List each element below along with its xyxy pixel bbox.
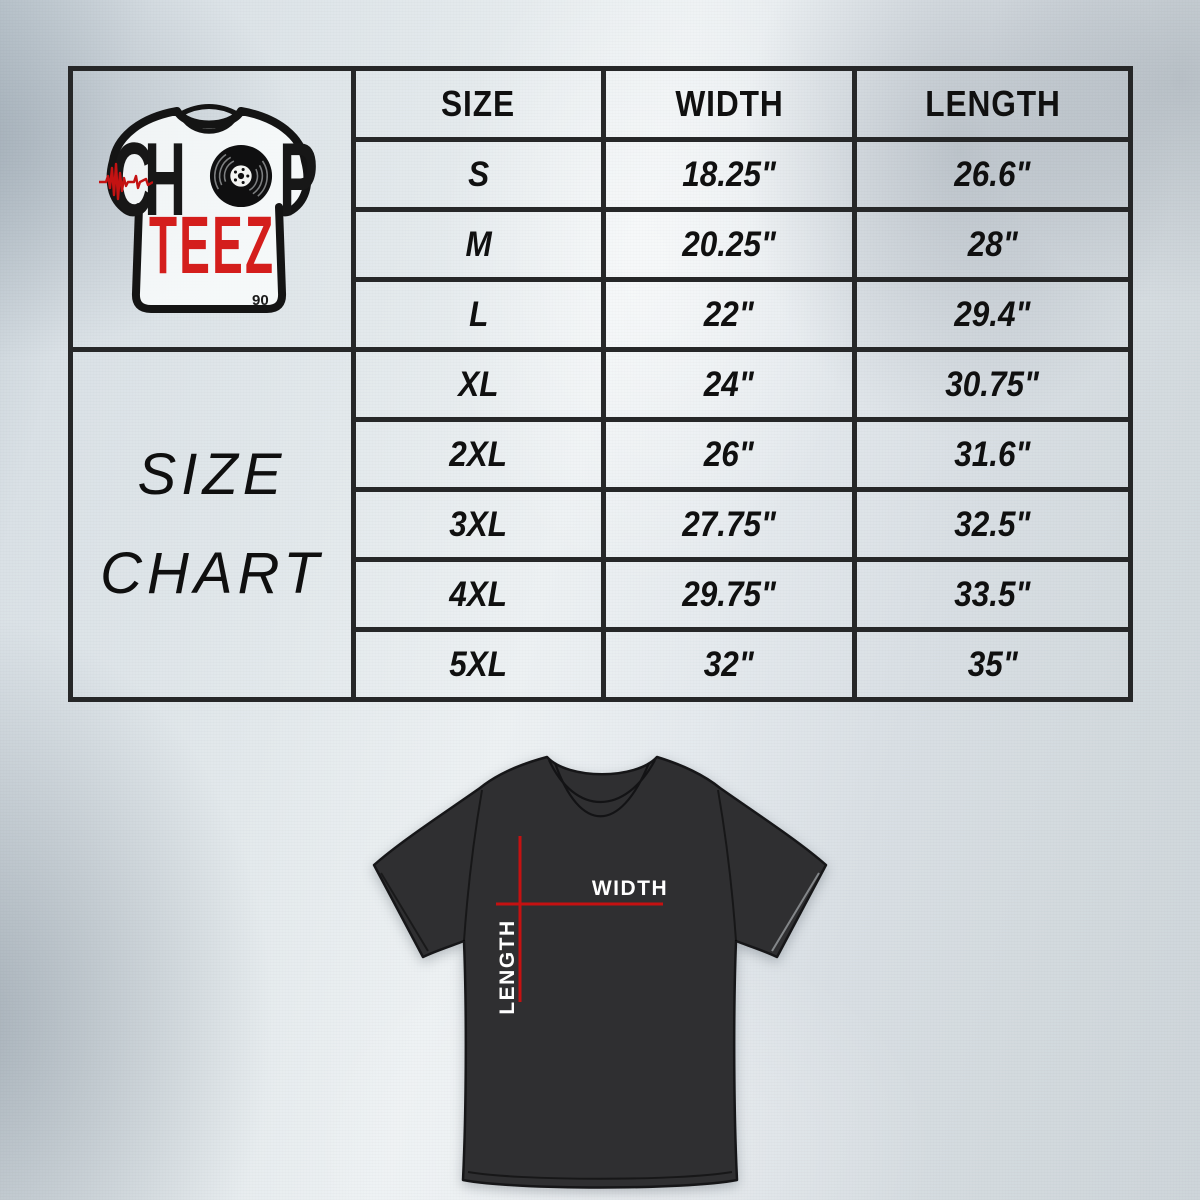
logo-teez-text: TEEZ	[149, 200, 276, 291]
width-value: 18.25"	[682, 154, 776, 194]
logo-letter-h: H	[144, 122, 187, 238]
length-value: 28"	[967, 224, 1018, 264]
logo-year-tag: 90	[252, 292, 269, 309]
tshirt-hem-seam	[467, 1171, 733, 1180]
width-value: 20.25"	[682, 224, 776, 264]
width-value: 32"	[704, 644, 754, 684]
table-header-row: C H	[68, 66, 1133, 352]
size-value: 3XL	[449, 504, 508, 544]
col-header-length: LENGTH	[852, 66, 1133, 142]
length-value: 30.75"	[945, 364, 1040, 404]
tshirt-body	[372, 755, 828, 1189]
table-row: 2XL 26" 31.6"	[71, 417, 1133, 492]
size-value: M	[465, 224, 492, 264]
size-chart-title-cell: SIZE CHART	[68, 347, 356, 702]
table-row: SIZE CHART XL 24" 30.75"	[68, 347, 1133, 702]
table-row: 3XL 27.75" 32.5"	[71, 487, 1133, 562]
table-row: L 22" 29.4"	[71, 277, 1133, 352]
col-header-size: SIZE	[351, 66, 606, 142]
tshirt-left-seam	[463, 789, 483, 942]
chop-teez-logo: C H	[99, 97, 319, 325]
measurement-diagram: WIDTH LENGTH	[340, 738, 860, 1200]
table-row: M 20.25" 28"	[71, 207, 1133, 282]
col-header-width: WIDTH	[601, 66, 857, 142]
col-header-size-label: SIZE	[441, 83, 516, 124]
size-value: 5XL	[449, 644, 508, 684]
width-value: 24"	[704, 364, 754, 404]
tshirt-collar-line-inner	[553, 762, 651, 818]
vinyl-record-icon	[209, 144, 273, 208]
length-value: 35"	[967, 644, 1018, 684]
width-value: 26"	[704, 434, 754, 474]
width-value: 22"	[704, 294, 754, 334]
size-value: L	[468, 294, 489, 334]
length-value: 33.5"	[954, 574, 1031, 614]
logo-tee-collar-band	[178, 112, 240, 134]
tshirt-measurement-icon: WIDTH LENGTH	[372, 755, 828, 1189]
col-header-length-label: LENGTH	[924, 83, 1061, 124]
size-chart-title-line2: CHART	[100, 540, 324, 606]
size-chart-title-line1: SIZE	[137, 441, 287, 507]
brand-logo-cell: C H	[68, 66, 356, 352]
size-value: 4XL	[449, 574, 508, 614]
audio-waveform-icon	[99, 162, 153, 201]
col-header-width-label: WIDTH	[674, 83, 784, 124]
width-measure-label: WIDTH	[592, 877, 668, 900]
tshirt-right-cuff-seam	[771, 872, 820, 952]
length-value: 26.6"	[954, 154, 1031, 194]
width-value: 27.75"	[682, 504, 776, 544]
size-value: 2XL	[449, 434, 508, 474]
size-value: S	[467, 154, 490, 194]
width-value: 29.75"	[682, 574, 776, 614]
tshirt-left-cuff-seam	[380, 872, 429, 952]
size-chart-table: C H	[68, 66, 1133, 702]
length-value: 32.5"	[954, 504, 1031, 544]
length-value: 31.6"	[954, 434, 1031, 474]
table-row: 5XL 32" 35"	[71, 627, 1133, 702]
table-row: 4XL 29.75" 33.5"	[71, 557, 1133, 632]
size-value: XL	[458, 364, 499, 404]
length-measure-label: LENGTH	[496, 919, 519, 1014]
table-row: S 18.25" 26.6"	[71, 137, 1133, 212]
logo-letter-p: P	[279, 122, 318, 238]
tshirt-right-seam	[717, 789, 737, 942]
size-chart-title: SIZE CHART	[73, 426, 351, 623]
length-value: 29.4"	[954, 294, 1031, 334]
logo-tee-back-collar	[179, 104, 239, 117]
